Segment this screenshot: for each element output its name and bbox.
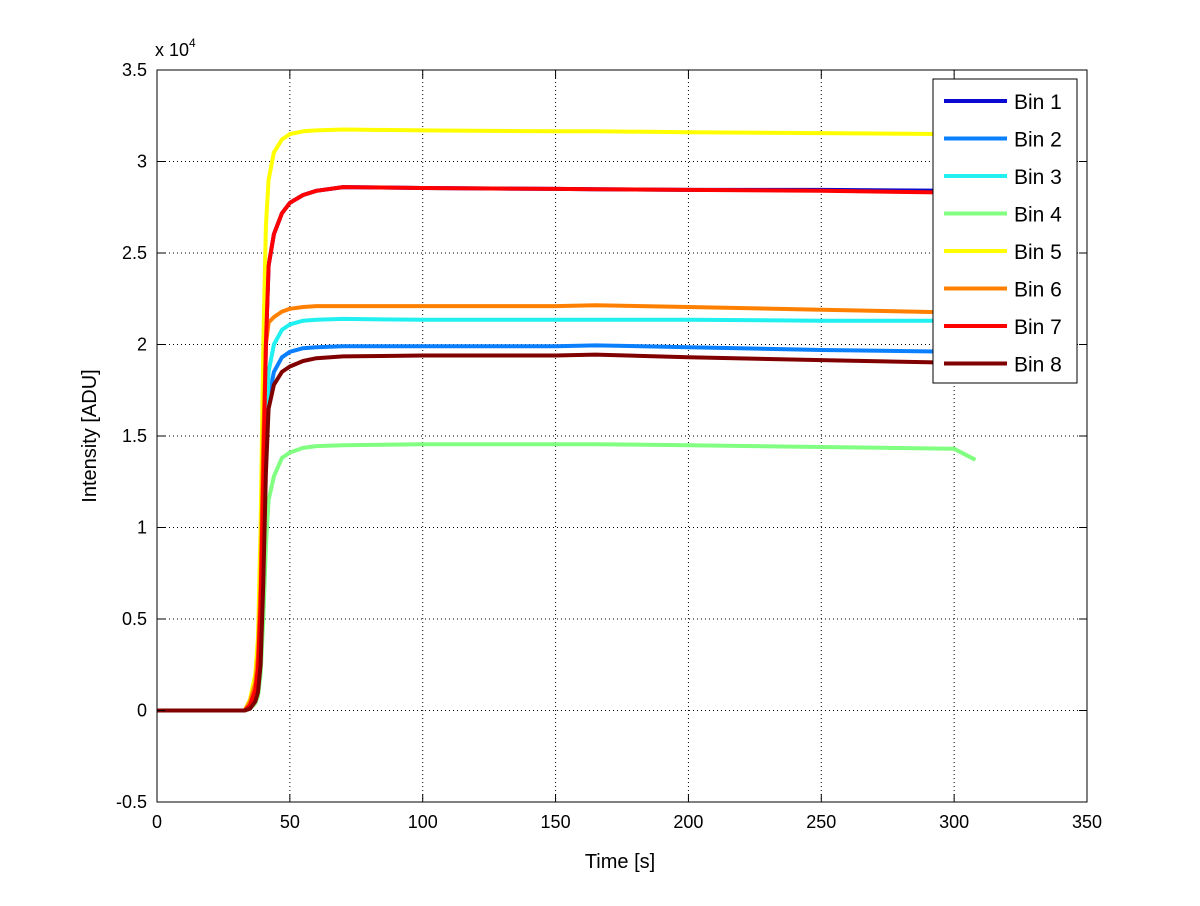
y-tick-label: 1 xyxy=(137,518,147,538)
legend-label: Bin 5 xyxy=(1014,241,1062,264)
series-line-bin-8 xyxy=(157,352,976,713)
x-axis-label: Time [s] xyxy=(585,851,655,873)
y-tick-label: 3 xyxy=(137,152,147,172)
x-tick-label: 200 xyxy=(673,812,703,832)
legend-label: Bin 7 xyxy=(1014,316,1062,339)
x-tick-label: 350 xyxy=(1072,812,1102,832)
y-tick-label: 2 xyxy=(137,335,147,355)
legend-label: Bin 4 xyxy=(1014,204,1062,227)
series-line-bin-4 xyxy=(157,442,977,713)
y-axis-label: Intensity [ADU] xyxy=(79,369,101,502)
series-line-bin-7 xyxy=(157,185,976,713)
series-line-bin-2 xyxy=(157,343,976,713)
series-line-bin-6 xyxy=(157,303,976,713)
x-tick-label: 0 xyxy=(152,812,162,832)
y-tick-label: 3.5 xyxy=(122,60,147,80)
y-multiplier-label: x 104 xyxy=(155,36,196,60)
legend-label: Bin 2 xyxy=(1014,129,1062,152)
legend-box xyxy=(932,78,1078,384)
y-tick-label: -0.5 xyxy=(116,792,147,812)
legend-label: Bin 3 xyxy=(1014,166,1062,189)
legend-label: Bin 1 xyxy=(1014,91,1062,114)
legend-label: Bin 8 xyxy=(1014,354,1062,377)
y-tick-label: 2.5 xyxy=(122,243,147,263)
series-lines xyxy=(157,127,977,713)
y-tick-label: 0 xyxy=(137,701,147,721)
x-tick-label: 300 xyxy=(939,812,969,832)
x-tick-label: 250 xyxy=(806,812,836,832)
x-tick-label: 150 xyxy=(541,812,571,832)
legend: Bin 1 Bin 2 Bin 3 Bin 4 Bin 5 Bin 6 Bin 7 Bin 8 xyxy=(932,78,1078,384)
y-multiplier-exponent: 4 xyxy=(189,36,196,50)
x-tick-label: 50 xyxy=(280,812,300,832)
y-tick-label: 0.5 xyxy=(122,609,147,629)
x-tick-label: 100 xyxy=(408,812,438,832)
y-tick-label: 1.5 xyxy=(122,426,147,446)
legend-label: Bin 6 xyxy=(1014,279,1062,302)
ticks: 0 50 100 150 200 250 300 350-0.500.511.522.533.… xyxy=(116,60,1102,832)
